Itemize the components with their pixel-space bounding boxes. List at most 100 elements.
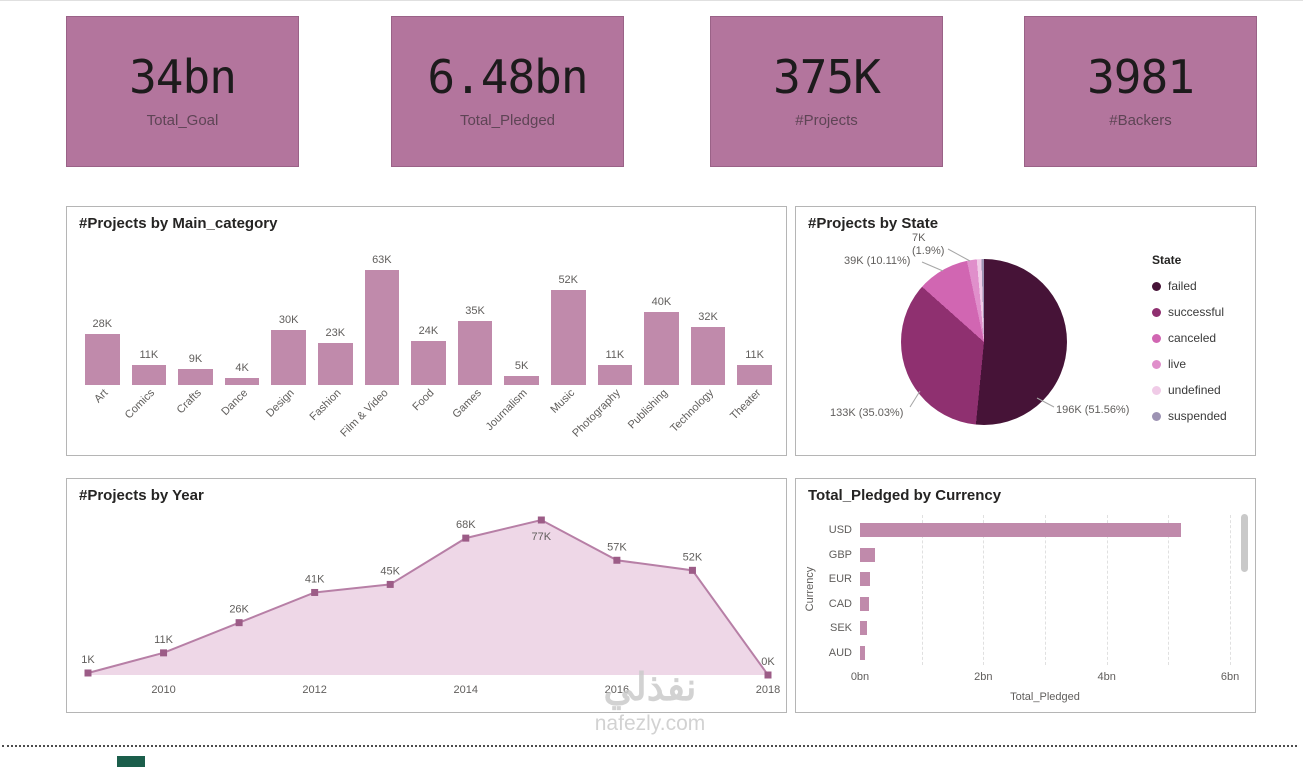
category-label: Fashion [307,387,344,424]
state-pie[interactable] [901,259,1067,425]
bar-slot: 40K Publishing [626,255,685,451]
state-legend-title: State [1152,253,1182,267]
year-value-label: 1K [81,654,95,666]
legend-dot [1152,359,1161,369]
currency-label-sek: SEK [829,622,852,634]
panel-projects-by-category: #Projects by Main_category 28K Art 11K Comi… [66,206,787,456]
kpi-value-total-goal: 34bn [129,50,237,104]
year-point-2017[interactable] [688,566,696,574]
currency-axis-tick: 2bn [974,671,993,683]
bar-slot: 32K Technology [669,255,732,451]
bar-slot: 24K Food [405,255,452,451]
year-value-label: 45K [380,565,400,577]
bar-film-video[interactable] [364,270,400,385]
currency-bar-gbp[interactable] [860,547,876,562]
category-label: Comics [122,387,158,422]
bar-music[interactable] [550,290,586,385]
category-label: Music [547,387,577,416]
legend-dot [1152,333,1161,343]
bar-value-label: 4K [235,362,249,374]
currency-label-aud: AUD [828,646,852,659]
bar-art[interactable] [85,334,120,385]
year-point-2009[interactable] [84,669,92,677]
year-value-label: 41K [305,573,325,585]
pledged-axis-title: Total_Pledged [1010,691,1080,703]
bar-photography[interactable] [597,365,633,385]
category-label: Crafts [174,387,204,417]
legend-item-suspended[interactable]: suspended [1152,403,1227,429]
currency-plot: USD GBP EUR CAD SEK AUD 0bn 2bn 4bn 6bn [796,479,1255,712]
category-label: Games [449,387,484,421]
year-point-2016[interactable] [613,556,621,564]
bar-theater[interactable] [737,365,772,385]
panel-projects-by-state: #Projects by State 7K (1.9%) 39K (10.11%… [795,206,1256,456]
legend-label: successful [1168,305,1225,319]
currency-label-cad: CAD [828,597,852,610]
bar-slot: 11K Comics [122,255,173,451]
bar-food[interactable] [411,341,446,385]
currency-axis-tick: 6bn [1220,671,1240,683]
year-point-2015[interactable] [537,516,545,524]
currency-label-gbp: GBP [828,548,852,561]
dotted-divider [2,745,1297,747]
kpi-label-total-goal: Total_Goal [146,112,219,129]
scrollbar-thumb[interactable] [1241,514,1248,572]
year-point-2011[interactable] [235,619,243,627]
bar-design[interactable] [271,330,306,385]
panel-title-projects-by-year: #Projects by Year [79,487,204,504]
year-line-svg: 1K 11K 26K 41K 45K 68K 77K 57K 52K 0K 2010 2012 2014… [81,516,780,696]
currency-bar-cad[interactable] [860,596,869,611]
year-value-label: 0K [761,656,775,668]
panel-title-projects-by-state: #Projects by State [808,215,939,232]
year-point-2013[interactable] [386,580,394,588]
currency-bar-aud[interactable] [860,645,865,660]
bar-value-label: 24K [418,325,439,337]
bar-crafts[interactable] [178,369,213,385]
legend-item-undefined[interactable]: undefined [1152,377,1227,403]
bar-fashion[interactable] [317,343,353,385]
currency-bar-eur[interactable] [860,572,870,586]
year-value-label: 68K [456,519,476,531]
currency-axis-tick: 4bn [1097,671,1116,683]
bar-publishing[interactable] [644,312,679,385]
legend-item-successful[interactable]: successful [1152,299,1227,325]
bar-value-label: 63K [372,254,392,266]
bar-games[interactable] [457,321,493,385]
year-axis-tick: 2010 [151,684,175,696]
year-value-label: 26K [229,604,249,616]
gridline [1106,515,1108,665]
year-point-2010[interactable] [160,649,168,657]
currency-axis-tick: 0bn [850,671,870,683]
legend-item-live[interactable]: live [1152,351,1227,377]
bar-dance[interactable] [224,378,260,385]
bar-technology[interactable] [690,327,726,385]
panel-pledged-by-currency: Total_Pledged by Currency Currency USD GB… [795,478,1256,713]
currency-bar-usd[interactable] [860,523,1181,537]
bar-value-label: 11K [745,349,764,361]
bar-value-label: 11K [605,349,625,361]
category-label: Food [410,387,437,414]
bar-journalism[interactable] [504,376,539,385]
bar-slot: 5K Journalism [484,255,545,451]
kpi-value-projects: 375K [773,50,881,104]
bar-value-label: 30K [278,314,299,326]
year-point-2018[interactable] [764,671,772,679]
legend-item-canceled[interactable]: canceled [1152,325,1227,351]
legend-label: live [1168,357,1187,371]
legend-label: suspended [1168,409,1227,423]
legend-dot [1152,281,1161,291]
kpi-card-total-pledged: 6.48bn Total_Pledged [391,16,624,167]
state-legend: State failed successful canceled live undefi… [1152,253,1227,429]
panel-projects-by-year: #Projects by Year 1K 11K 26K 41K 45K 68K 77K 57… [66,478,787,713]
kpi-card-projects: 375K #Projects [710,16,943,167]
currency-bar-sek[interactable] [860,621,867,635]
legend-dot [1152,385,1161,395]
legend-item-failed[interactable]: failed [1152,273,1227,299]
bar-comics[interactable] [131,365,167,385]
year-point-2012[interactable] [311,588,319,596]
bar-slot: 63K Film & Video [338,254,406,451]
year-point-2014[interactable] [462,534,470,542]
bar-slot: 4K Dance [219,255,266,451]
gridline [983,515,985,665]
